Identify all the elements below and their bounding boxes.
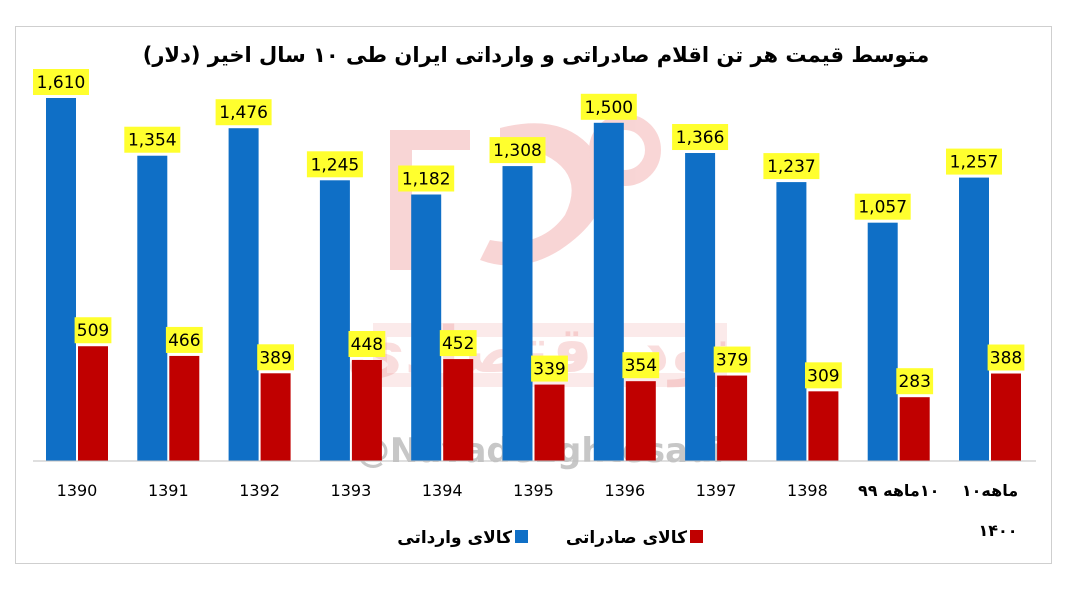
import-bar-10 — [959, 177, 989, 461]
export-bar-8 — [808, 391, 839, 461]
import-label-bg-7 — [672, 124, 729, 151]
x-tick-label-6: 1396 — [604, 481, 645, 500]
import-bar-1 — [137, 155, 168, 462]
export-bar-6 — [625, 381, 656, 461]
import-value-label-7: 1,366 — [676, 128, 725, 148]
export-label-bg-1 — [165, 326, 203, 353]
export-value-label-2: 389 — [259, 348, 291, 368]
import-label-bg-2 — [215, 99, 272, 126]
import-value-label-3: 1,245 — [311, 155, 360, 175]
import-value-label-0: 1,610 — [37, 73, 86, 93]
import-value-label-9: 1,057 — [858, 198, 907, 218]
export-value-label-5: 339 — [533, 360, 565, 380]
export-value-label-7: 379 — [716, 351, 748, 371]
import-label-bg-1 — [124, 126, 181, 153]
export-label-bg-2 — [257, 344, 294, 371]
import-bar-4 — [411, 194, 442, 461]
import-label-bg-4 — [398, 165, 455, 192]
x-tick-label-5: 1395 — [513, 481, 554, 500]
legend-swatch-exports — [690, 530, 703, 543]
import-label-bg-9 — [854, 193, 911, 220]
chart-title: متوسط قیمت هر تن اقلام صادراتی و وارداتی… — [143, 43, 929, 67]
import-label-bg-10 — [946, 148, 1002, 175]
x-tick-label-1: 1391 — [148, 481, 189, 500]
import-bar-0 — [46, 98, 76, 461]
import-value-label-5: 1,308 — [493, 141, 542, 161]
export-value-label-3: 448 — [351, 335, 383, 355]
x-tick-label-10-line2: ۱۴۰۰ — [978, 521, 1017, 540]
data-labels-layer: 1,610 509 1,354 466 1,476 389 1,245 448 1,182 452… — [33, 69, 1025, 395]
export-value-label-4: 452 — [442, 334, 474, 354]
import-label-bg-6 — [580, 93, 637, 120]
import-bar-5 — [502, 166, 533, 461]
legend-swatch-imports — [515, 530, 528, 543]
export-bar-9 — [899, 397, 930, 461]
x-tick-label-9: ۱۰ماهه ۹۹ — [858, 481, 939, 500]
export-label-bg-8 — [805, 362, 842, 389]
import-label-bg-8 — [763, 153, 820, 180]
x-tick-label-2: 1392 — [239, 481, 280, 500]
export-value-label-8: 309 — [807, 366, 839, 386]
chart-frame — [15, 26, 1052, 564]
export-label-bg-6 — [622, 352, 660, 379]
import-label-bg-5 — [489, 137, 546, 164]
import-bar-8 — [776, 182, 807, 461]
import-bar-7 — [685, 153, 716, 461]
import-value-label-8: 1,237 — [767, 157, 816, 177]
export-bar-5 — [534, 384, 565, 461]
legend-label-exports: کالای صادراتی — [566, 528, 687, 548]
import-bar-6 — [593, 122, 624, 461]
legend: کالای وارداتی کالای صادراتی — [397, 528, 703, 548]
x-tick-label-0: 1390 — [57, 481, 98, 500]
export-bar-0 — [78, 346, 108, 461]
import-value-label-10: 1,257 — [950, 153, 999, 173]
import-value-label-4: 1,182 — [402, 169, 451, 189]
export-value-label-1: 466 — [168, 331, 200, 351]
import-value-label-1: 1,354 — [128, 131, 177, 151]
legend-label-imports: کالای وارداتی — [397, 528, 512, 548]
export-value-label-9: 283 — [898, 372, 930, 392]
export-bar-2 — [260, 373, 291, 461]
export-bar-10 — [991, 373, 1021, 461]
export-value-label-10: 388 — [990, 349, 1022, 369]
export-label-bg-7 — [713, 346, 751, 373]
x-tick-label-7: 1397 — [696, 481, 737, 500]
x-tick-label-8: 1398 — [787, 481, 828, 500]
export-value-label-0: 509 — [77, 321, 109, 341]
x-tick-label-10-line1: ۱۰ماهه — [962, 481, 1018, 500]
import-bar-3 — [319, 180, 350, 461]
import-label-bg-0 — [33, 69, 89, 95]
import-value-label-6: 1,500 — [584, 98, 633, 118]
x-tick-label-4: 1394 — [422, 481, 463, 500]
export-label-bg-5 — [531, 355, 568, 382]
export-label-bg-9 — [896, 368, 934, 395]
export-bar-7 — [717, 375, 748, 461]
export-label-bg-3 — [348, 330, 386, 357]
import-label-bg-3 — [306, 151, 363, 178]
bars-layer — [46, 98, 1021, 462]
import-bar-2 — [228, 128, 259, 462]
export-label-bg-4 — [439, 330, 477, 357]
x-tick-label-3: 1393 — [331, 481, 372, 500]
export-bar-3 — [351, 359, 382, 461]
x-tick-labels: 1390 1391 1392 1393 1394 1395 1396 1397 1398 ۱۰ما… — [57, 481, 1018, 540]
export-bar-4 — [443, 359, 474, 461]
import-bar-9 — [867, 222, 898, 461]
export-value-label-6: 354 — [625, 356, 657, 376]
export-bar-1 — [169, 355, 200, 461]
export-label-bg-10 — [987, 344, 1025, 371]
import-value-label-2: 1,476 — [219, 103, 268, 123]
export-label-bg-0 — [74, 317, 112, 344]
